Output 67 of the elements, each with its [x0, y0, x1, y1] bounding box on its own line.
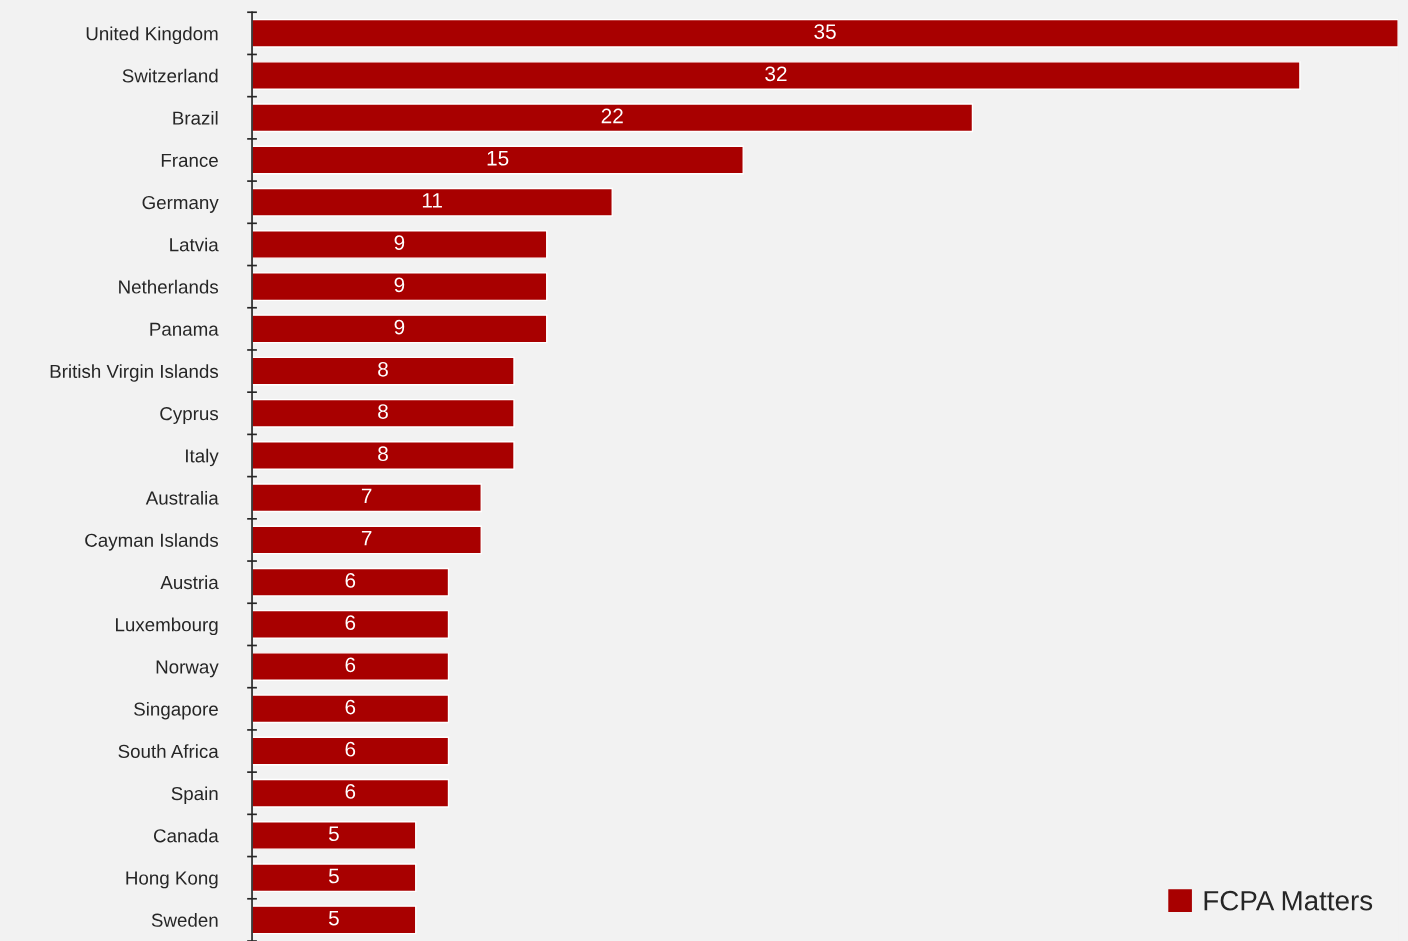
bar [252, 441, 515, 470]
y-tick-label: South Africa [118, 744, 219, 758]
bar [252, 61, 1301, 90]
y-tick-label: Luxembourg [116, 617, 218, 636]
data-label: 6 [345, 573, 356, 588]
data-label: 6 [345, 657, 356, 673]
data-label: 6 [345, 741, 356, 757]
data-label: 7 [361, 531, 372, 546]
bar [252, 778, 450, 808]
y-tick-label: Australia [145, 490, 219, 505]
data-label: 9 [394, 319, 405, 335]
bar [252, 230, 548, 259]
data-label: 5 [328, 910, 339, 926]
y-tick-label: Brazil [173, 110, 218, 125]
bar [252, 736, 450, 766]
y-tick-label: Netherlands [119, 279, 219, 294]
y-tick-label: Austria [160, 575, 219, 590]
data-label: 8 [378, 361, 388, 377]
y-tick-label: Sweden [151, 913, 218, 927]
bar [252, 145, 744, 175]
bar [252, 18, 1399, 48]
data-label: 6 [345, 615, 356, 630]
y-tick-label: Canada [153, 828, 219, 843]
bar [252, 103, 974, 133]
data-label: 6 [345, 699, 356, 715]
data-label: 32 [765, 66, 787, 82]
bar [252, 567, 450, 597]
y-tick-label: British Virgin Islands [50, 364, 219, 382]
bar [252, 905, 417, 935]
data-label: 8 [378, 404, 388, 419]
bar [252, 356, 515, 386]
data-label: 9 [394, 235, 405, 251]
data-label: 5 [328, 826, 339, 842]
y-tick-label: Singapore [134, 702, 218, 720]
data-label: 8 [378, 446, 388, 462]
data-label: 5 [328, 868, 339, 884]
data-label: 22 [601, 108, 623, 124]
y-tick-label: France [161, 153, 218, 167]
bar [252, 694, 450, 724]
y-tick-label: United Kingdom [86, 26, 218, 45]
y-tick-label: Hong Kong [126, 871, 218, 889]
y-tick-label: Latvia [170, 237, 219, 252]
bar [252, 652, 450, 682]
data-label: 7 [361, 488, 372, 504]
legend-label: FCPA Matters [1204, 890, 1373, 911]
bar [252, 483, 482, 513]
y-tick-label: Cyprus [160, 406, 219, 424]
y-tick-label: Switzerland [122, 68, 218, 83]
data-label: 11 [422, 193, 442, 208]
bar [252, 272, 548, 302]
y-tick-label: Italy [186, 448, 219, 467]
bar [252, 609, 450, 639]
data-label: 6 [345, 784, 356, 799]
bar [252, 525, 482, 555]
y-tick-label: Cayman Islands [85, 533, 219, 551]
bar [252, 314, 548, 344]
bar [252, 863, 417, 893]
data-label: 35 [814, 24, 836, 39]
y-tick-label: Spain [171, 786, 218, 804]
y-tick-label: Panama [150, 322, 219, 336]
bar [252, 187, 613, 217]
y-tick-label: Norway [156, 660, 219, 678]
bar [252, 398, 515, 428]
bar [252, 821, 417, 850]
data-label: 15 [487, 151, 509, 166]
y-tick-label: Germany [142, 195, 219, 213]
data-label: 9 [394, 277, 405, 293]
